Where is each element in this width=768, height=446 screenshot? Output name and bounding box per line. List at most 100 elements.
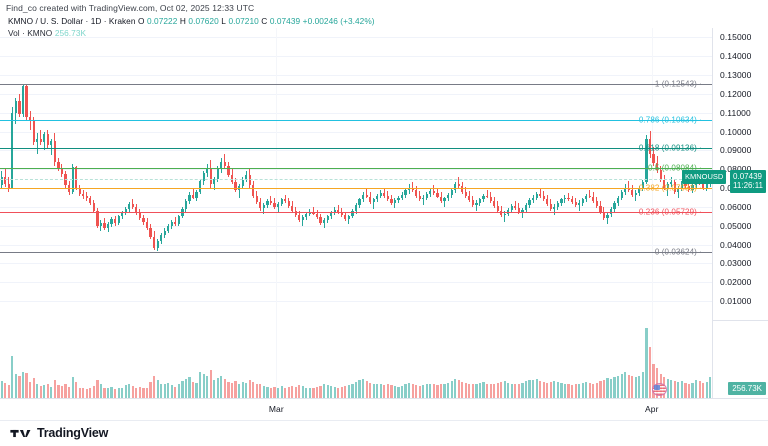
grid-line [0, 301, 712, 303]
volume-bar [202, 374, 205, 398]
volume-bar [532, 380, 535, 398]
fib-level-line[interactable] [0, 251, 712, 253]
volume-bar [330, 386, 333, 398]
volume-bar [422, 385, 425, 398]
volume-bar [245, 382, 248, 398]
candle-body [489, 196, 492, 202]
volume-bar [106, 388, 110, 398]
volume-bar [60, 386, 64, 398]
volume-bar [188, 377, 191, 398]
volume-bar [432, 384, 436, 398]
fib-level-line[interactable] [0, 147, 712, 149]
candle-body [588, 195, 591, 197]
candle-body [106, 223, 110, 228]
time-axis[interactable]: Mar Apr [0, 398, 768, 420]
last-price-badge[interactable]: 0.07439 11:26:11 [730, 169, 766, 193]
volume-bar [199, 371, 202, 398]
candle-body [276, 204, 280, 207]
volume-bar [305, 387, 308, 398]
candle-body [262, 205, 265, 208]
plot-area[interactable]: 1 (0.12543) · 0.786 (0.10634) · 0.618 (0.0… [0, 28, 712, 398]
candle-body [248, 174, 251, 186]
candle-body [496, 206, 499, 211]
volume-bar [503, 381, 506, 398]
fib-level-line[interactable] [0, 167, 712, 169]
volume-bar [170, 385, 173, 398]
candle-wick [284, 194, 286, 204]
candle-body [330, 212, 333, 217]
candle-body [142, 218, 145, 223]
volume-bar [163, 384, 166, 398]
candle-body [43, 134, 46, 142]
candle-body [319, 217, 322, 223]
volume-bar [648, 346, 652, 398]
candle-body [408, 188, 411, 190]
symbol-tag-badge[interactable]: KMNOUSD [682, 169, 727, 184]
volume-bar [475, 383, 478, 398]
legend-volume-value: 256.73K [54, 27, 87, 38]
candle-body [702, 183, 705, 189]
volume-bar [262, 386, 265, 398]
volume-bar [238, 383, 241, 398]
volume-bar [539, 381, 542, 398]
legend-close-value: 0.07439 [269, 16, 301, 26]
candle-body [36, 139, 39, 142]
candle-wick [628, 180, 630, 192]
volume-value-badge[interactable]: 256.73K [728, 382, 766, 395]
attribution-text: Find_co created with TradingView.com, Oc… [6, 3, 255, 13]
candle-body [602, 211, 606, 219]
volume-bar [149, 382, 152, 398]
fib-level-line[interactable] [0, 179, 712, 181]
candle-wick [635, 190, 637, 202]
candle-wick [504, 210, 506, 223]
grid-line [0, 169, 712, 171]
price-pane[interactable] [0, 28, 712, 320]
volume-bar [468, 383, 471, 398]
candle-body [383, 192, 386, 196]
legend-high-label: H [179, 16, 186, 26]
volume-bar [7, 385, 10, 398]
volume-bar [333, 386, 336, 398]
price-axis-tick: 0.06000 [720, 201, 752, 212]
candle-body [422, 197, 425, 200]
price-axis[interactable]: 0.15000 0.14000 0.13000 0.12000 0.11000 0.100… [712, 28, 768, 398]
price-axis-tick: 0.08000 [720, 164, 751, 174]
volume-bar [567, 384, 570, 398]
fib-level-line[interactable] [0, 212, 712, 214]
volume-bar [670, 380, 673, 398]
volume-bar [344, 386, 347, 398]
volume-bar [560, 382, 563, 398]
candle-body [613, 203, 616, 209]
legend-open-value: 0.07222 [147, 16, 178, 26]
candle-wick [277, 202, 279, 212]
bar-countdown: 11:26:11 [733, 181, 763, 191]
fib-level-line[interactable] [0, 119, 712, 121]
fib-level-line[interactable] [0, 187, 712, 189]
candle-body [156, 240, 159, 249]
candle-body [425, 193, 428, 198]
volume-bar [89, 388, 92, 398]
candle-body [464, 191, 467, 196]
candle-body [269, 201, 273, 204]
volume-pane[interactable] [0, 320, 712, 398]
candle-body [323, 220, 326, 223]
volume-bar [645, 327, 648, 398]
candle-wick [174, 217, 176, 226]
candle-body [563, 197, 567, 200]
volume-bar [578, 383, 581, 398]
candle-body [606, 214, 609, 219]
volume-bar [78, 387, 81, 398]
candle-body [354, 205, 358, 211]
candle-body [39, 139, 42, 142]
volume-bar [549, 382, 552, 398]
volume-bar [96, 379, 99, 398]
candle-wick [514, 201, 516, 210]
volume-bar [631, 376, 634, 398]
candle-wick [302, 215, 304, 226]
volume-bar [624, 372, 627, 398]
candle-body [542, 195, 545, 200]
candle-body [245, 174, 248, 180]
fib-level-line[interactable] [0, 83, 712, 85]
candle-body [273, 203, 276, 207]
candle-body [482, 195, 485, 200]
